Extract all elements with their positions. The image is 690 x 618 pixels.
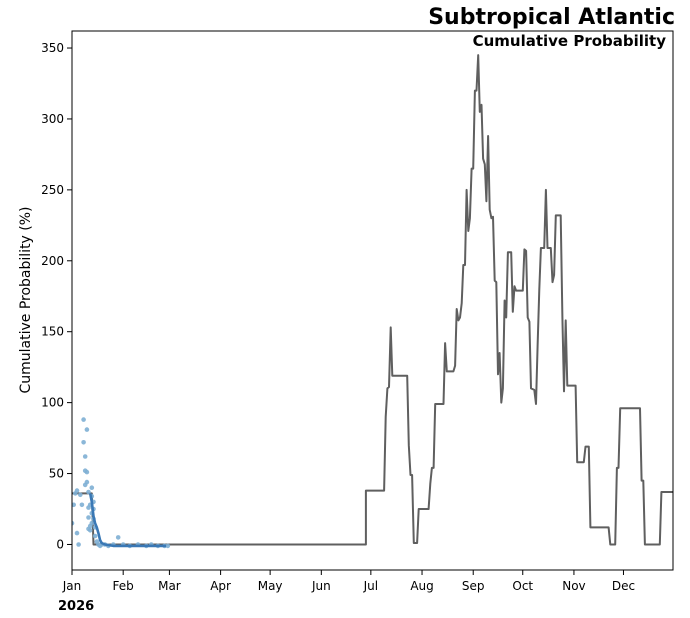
ensemble-member-point: [78, 492, 83, 498]
ensemble-member-point: [74, 488, 80, 493]
x-tick-label: Feb: [113, 579, 134, 593]
x-tick-label: Jul: [363, 579, 378, 593]
plot-frame: [71, 30, 674, 571]
x-tick-label: Sep: [462, 579, 485, 593]
ensemble-member-point: [72, 502, 76, 508]
ensemble-member-point: [82, 454, 88, 459]
ensemble-member-point: [89, 485, 95, 491]
y-axis-label: Cumulative Probability (%): [18, 206, 34, 393]
ensemble-member-point: [89, 520, 95, 526]
year-label: 2026: [58, 599, 94, 614]
x-tick-label: May: [258, 579, 283, 593]
y-tick-label: 350: [41, 41, 64, 55]
ensemble-member-point: [92, 533, 98, 539]
x-tick-label: Nov: [562, 579, 585, 593]
y-tick-label: 50: [49, 467, 64, 481]
x-tick-label: Oct: [512, 579, 533, 593]
x-tick-label: Aug: [410, 579, 433, 593]
ensemble-member-point: [115, 535, 121, 540]
y-tick-label: 100: [41, 396, 64, 410]
ensemble-member-point: [84, 479, 90, 485]
ensemble-member-point: [87, 528, 93, 533]
x-tick-label: Mar: [158, 579, 181, 593]
x-tick-label: Jun: [311, 579, 331, 593]
y-tick-label: 250: [41, 183, 64, 197]
y-tick-label: 300: [41, 112, 64, 126]
climatology-line: [72, 54, 673, 546]
ensemble-member-point: [84, 427, 90, 432]
ensemble-member-point: [72, 520, 75, 526]
ensemble-member-point: [86, 489, 91, 495]
ensemble-member-point: [86, 515, 91, 520]
ensemble-member-point: [81, 440, 86, 445]
x-tick-label: Apr: [210, 579, 231, 593]
y-tick-label: 0: [56, 537, 64, 551]
ensemble-member-point: [76, 542, 81, 547]
ensemble-member-point: [81, 417, 86, 422]
ensemble-member-point: [74, 530, 80, 536]
x-tick-label: Jan: [62, 579, 82, 593]
plot-area: [72, 54, 673, 549]
y-tick-label: 200: [41, 254, 64, 268]
y-tick-label: 150: [41, 325, 64, 339]
x-tick-label: Dec: [612, 579, 635, 593]
chart-subtitle: Cumulative Probability: [473, 32, 667, 50]
ensemble-member-point: [79, 502, 85, 508]
chart-title: Subtropical Atlantic: [428, 5, 675, 30]
forecast-line: [88, 493, 167, 548]
ensemble-member-point: [84, 469, 90, 475]
ensemble-member-point: [165, 543, 171, 549]
